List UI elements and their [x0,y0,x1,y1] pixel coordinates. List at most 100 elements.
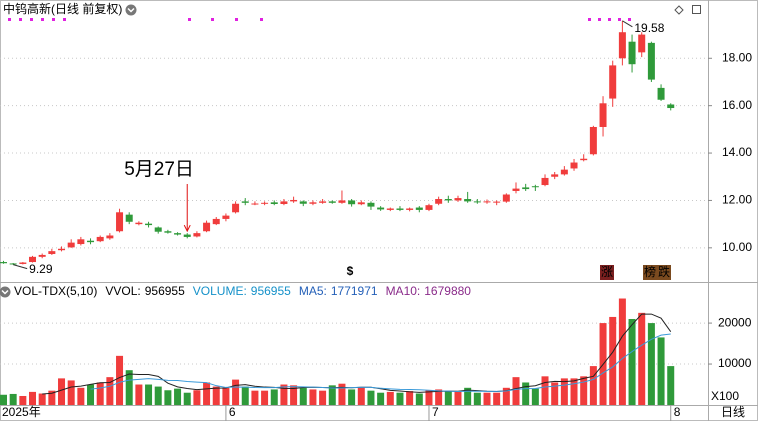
volume-bar [638,312,646,405]
volume-bar [309,389,317,405]
min-pointer [13,264,28,270]
candle-body [357,202,365,205]
candle-body [667,104,675,109]
event-marker: 涨 [601,264,613,279]
candle-body [454,198,462,201]
candle-body [570,162,578,169]
volume-bar [29,391,37,405]
x-tick-label: 7 [432,405,439,419]
volume-bar [270,389,278,405]
candle-body [444,199,452,201]
readout-value: 956955 [251,284,291,298]
candle-body [628,41,636,65]
volume-bar [125,370,133,405]
candle-body [299,201,307,204]
max-pointer [622,20,633,28]
candle-body [0,262,7,264]
volume-bar [570,378,578,405]
signal-dot [8,18,11,21]
volume-bar [241,386,249,405]
readout-label: VVOL: [105,284,140,298]
volume-title: VOL-TDX(5,10) [14,284,97,298]
candle-body [580,158,588,161]
volume-bar [464,387,472,405]
candle-body [145,223,153,226]
menu-icon[interactable] [125,4,137,16]
candle-body [473,201,481,203]
volume-bar [473,392,481,405]
volume-bar [183,392,191,405]
candle-body [203,222,211,232]
candle-body [560,169,568,175]
diamond-icon[interactable] [674,5,684,15]
candle-body [19,262,27,264]
volume-bar [580,376,588,405]
vol-menu-chevron [1,289,9,295]
volume-bar [589,366,597,405]
volume-bar [435,389,443,405]
candle-body [647,42,655,80]
volume-bar [338,383,346,405]
signal-dot [188,18,191,21]
candle-body [609,65,617,99]
candle-body [183,234,191,237]
candle-body [154,227,162,232]
candle-body [483,201,491,203]
candle-body [512,188,520,191]
signal-dot [41,18,44,21]
volume-bar [425,390,433,405]
volume-bar [154,386,162,405]
candle-body [67,242,75,248]
candle-body [328,201,336,203]
vol-menu-icon[interactable] [0,286,11,298]
candle-body [164,231,172,233]
candle-body [87,240,95,243]
signal-dot [30,18,33,21]
period-label: 日线 [721,405,745,419]
volume-bar [222,387,230,405]
readout-label: MA10: [386,284,421,298]
volume-bar [19,395,27,405]
menu-chevron [127,7,135,13]
candle-body [386,208,394,210]
signal-dot [260,18,263,21]
signal-dot [235,18,238,21]
volume-header: VOL-TDX(5,10) VVOL: 956955 VOLUME: 956955 MA5… [14,284,471,298]
y-tick-label: 16.00 [722,98,752,112]
candle-body [270,202,278,204]
volume-bar [106,377,114,405]
volume-bar [386,391,394,405]
volume-bar [502,387,510,405]
volume-bar [67,380,75,405]
chart-title: 中钨高新(日线 前复权) [3,1,122,16]
candle-body [531,186,539,188]
candle-body [48,251,56,254]
square-icon[interactable] [692,5,701,14]
annotation: 5月27日 [124,159,194,180]
candle-body [261,202,269,204]
volume-bar [319,390,327,405]
candle-body [599,103,607,127]
candle-body [135,222,143,225]
candle-body [367,202,375,207]
readout-value: 1771971 [331,284,378,298]
candle-body [618,32,626,59]
candle-body [251,203,259,205]
volume-bar [647,323,655,405]
volume-bar [9,393,17,405]
candle-body [222,215,230,219]
volume-bar [299,387,307,405]
candle-body [464,199,472,202]
signal-dot [618,18,621,21]
volume-bar [541,376,549,405]
volume-bar [628,318,636,405]
signal-dot [63,18,66,21]
volume-bar [493,392,501,405]
candle-body [319,201,327,203]
volume-bar [531,388,539,405]
candle-body [406,208,414,210]
volume-bar [444,391,452,405]
candle-body [348,200,356,205]
x-tick-label: 6 [229,405,236,419]
